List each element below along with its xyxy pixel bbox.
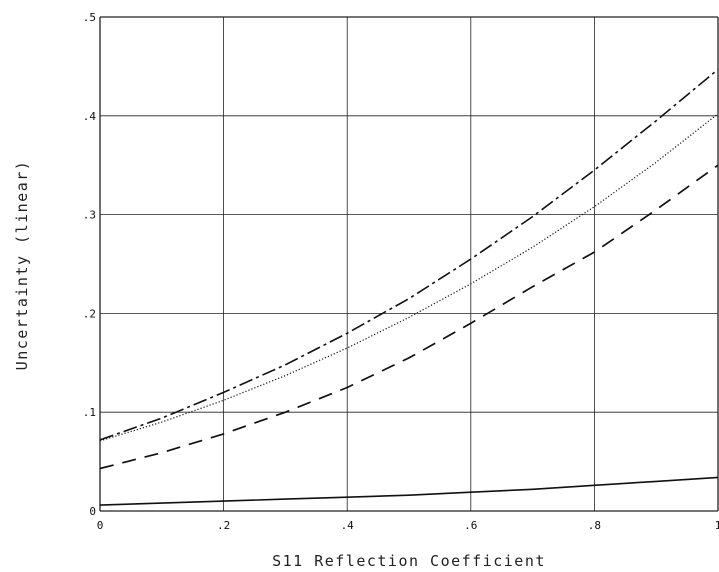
tick-labels: 0 .2 .4 .6 .8 1 0 .1 .2 .3 .4 .5: [83, 11, 719, 532]
y-tick-label: .1: [83, 406, 96, 419]
grid: [99, 16, 719, 512]
series-line-dashdot: [99, 68, 719, 441]
series-line-solid: [99, 476, 719, 506]
x-axis-label: S11 Reflection Coefficient: [272, 552, 546, 570]
x-tick-label: .4: [341, 519, 355, 532]
series-group: [99, 68, 719, 506]
x-tick-label: 1: [715, 519, 719, 532]
series-line-dotted: [99, 113, 719, 442]
x-tick-label: .2: [217, 519, 230, 532]
y-tick-label: .2: [83, 307, 96, 320]
x-tick-label: 0: [97, 519, 104, 532]
y-tick-label: .3: [83, 209, 96, 222]
series-line-dashed: [99, 164, 719, 470]
y-axis-label: Uncertainty (linear): [13, 160, 31, 371]
y-tick-label: .5: [83, 11, 96, 24]
x-tick-label: .6: [464, 519, 477, 532]
x-tick-label: .8: [588, 519, 601, 532]
y-tick-label: .4: [83, 110, 97, 123]
y-tick-label: 0: [89, 505, 96, 518]
